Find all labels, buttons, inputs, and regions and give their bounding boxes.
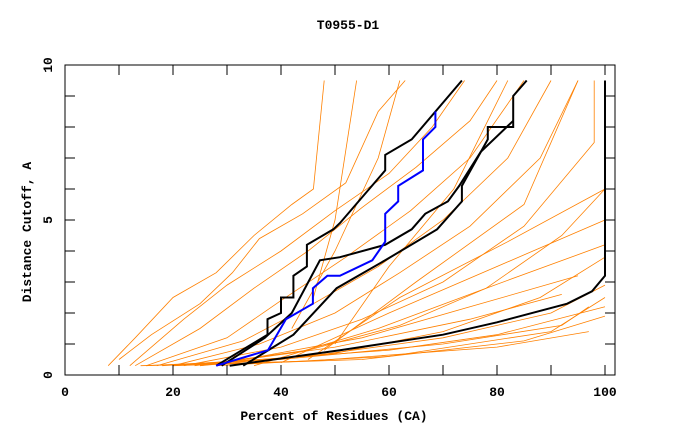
model-curve <box>199 294 562 367</box>
x-tick-label: 60 <box>381 385 397 400</box>
x-tick-label: 100 <box>593 385 617 400</box>
highlight-curve <box>221 120 514 367</box>
y-tick-labels: 0 5 10 <box>41 57 56 379</box>
highlight-series-group <box>215 79 606 367</box>
selected-series-group <box>215 111 437 367</box>
model-curve <box>135 80 498 367</box>
model-curve <box>156 80 552 367</box>
chart-title: T0955-D1 <box>317 18 380 33</box>
plot-frame <box>64 64 616 376</box>
x-tick-label: 80 <box>489 385 505 400</box>
y-tick-label: 0 <box>41 371 56 379</box>
x-tick-labels: 0 20 40 60 80 100 <box>61 385 617 400</box>
model-curve <box>129 80 465 367</box>
model-curve <box>145 80 525 367</box>
model-curve <box>291 80 401 329</box>
model-curve <box>307 188 606 360</box>
model-curve <box>162 284 606 367</box>
highlight-curve <box>215 79 463 367</box>
model-curve <box>172 80 579 367</box>
model-curve <box>183 80 595 367</box>
x-tick-label: 20 <box>165 385 181 400</box>
model-curve <box>107 80 325 366</box>
model-curve <box>226 275 579 363</box>
x-tick-label: 0 <box>61 385 69 400</box>
y-axis-label: Distance Cutoff, A <box>20 162 35 303</box>
y-tick-label: 5 <box>41 216 56 224</box>
model-curve <box>334 80 509 345</box>
model-curve <box>253 244 606 367</box>
highlight-curve <box>229 80 606 367</box>
x-axis-label: Percent of Residues (CA) <box>240 409 427 424</box>
model-curve <box>199 256 606 367</box>
model-curve <box>280 219 606 363</box>
model-curve <box>216 297 606 367</box>
x-tick-label: 40 <box>273 385 289 400</box>
model-curve <box>118 80 406 360</box>
selected-curve <box>215 111 437 367</box>
background-series-group <box>107 80 606 367</box>
model-curve <box>313 80 357 298</box>
model-curve <box>323 80 579 351</box>
axis-ticks <box>64 64 615 376</box>
y-tick-label: 10 <box>41 57 56 73</box>
